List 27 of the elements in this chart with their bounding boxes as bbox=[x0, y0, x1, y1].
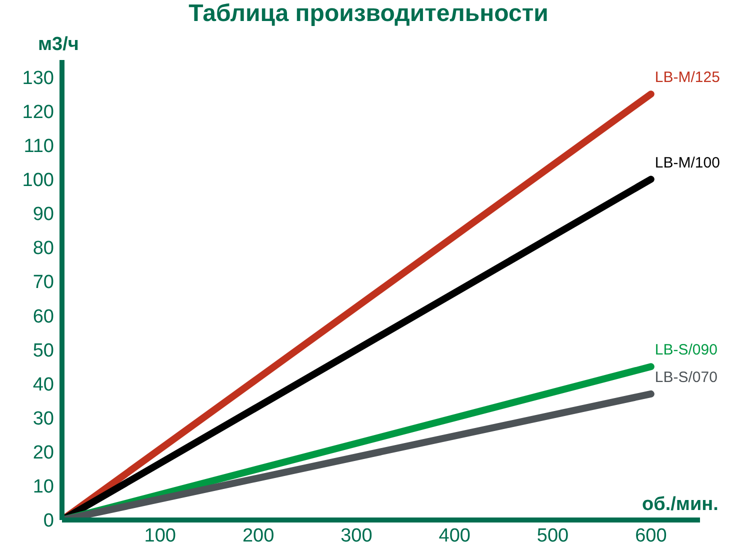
y-tick-label: 0 bbox=[43, 510, 54, 532]
y-tick-label: 130 bbox=[22, 68, 54, 89]
x-tick-label: 500 bbox=[536, 525, 569, 546]
y-tick-label: 90 bbox=[32, 204, 54, 226]
x-tick-label: 200 bbox=[242, 525, 274, 546]
y-tick-label: 60 bbox=[32, 306, 54, 328]
x-tick-label: 400 bbox=[438, 525, 470, 546]
y-axis-title: м3/ч bbox=[38, 34, 79, 56]
y-tick-label: 20 bbox=[32, 442, 54, 464]
y-tick-label: 50 bbox=[32, 340, 54, 362]
y-tick-label: 110 bbox=[24, 136, 54, 157]
x-axis-title: об./мин. bbox=[642, 494, 718, 516]
series-label: LB-M/100 bbox=[654, 154, 720, 172]
x-tick-label: 300 bbox=[340, 525, 372, 546]
y-tick-label: 10 bbox=[32, 476, 54, 498]
y-tick-label: 100 bbox=[22, 170, 54, 192]
y-tick-label: 70 bbox=[32, 272, 54, 294]
y-tick-label: 40 bbox=[32, 374, 54, 396]
y-tick-label: 80 bbox=[32, 238, 54, 260]
series-label: LB-S/090 bbox=[654, 342, 718, 359]
series-label: LB-S/070 bbox=[654, 368, 718, 386]
x-tick-label: 600 bbox=[635, 525, 667, 546]
series-label: LB-M/125 bbox=[654, 69, 720, 86]
x-tick-label: 100 bbox=[144, 525, 176, 546]
chart-title: Таблица производительности bbox=[188, 0, 550, 28]
y-tick-label: 30 bbox=[32, 408, 54, 430]
y-tick-label: 120 bbox=[22, 102, 54, 123]
